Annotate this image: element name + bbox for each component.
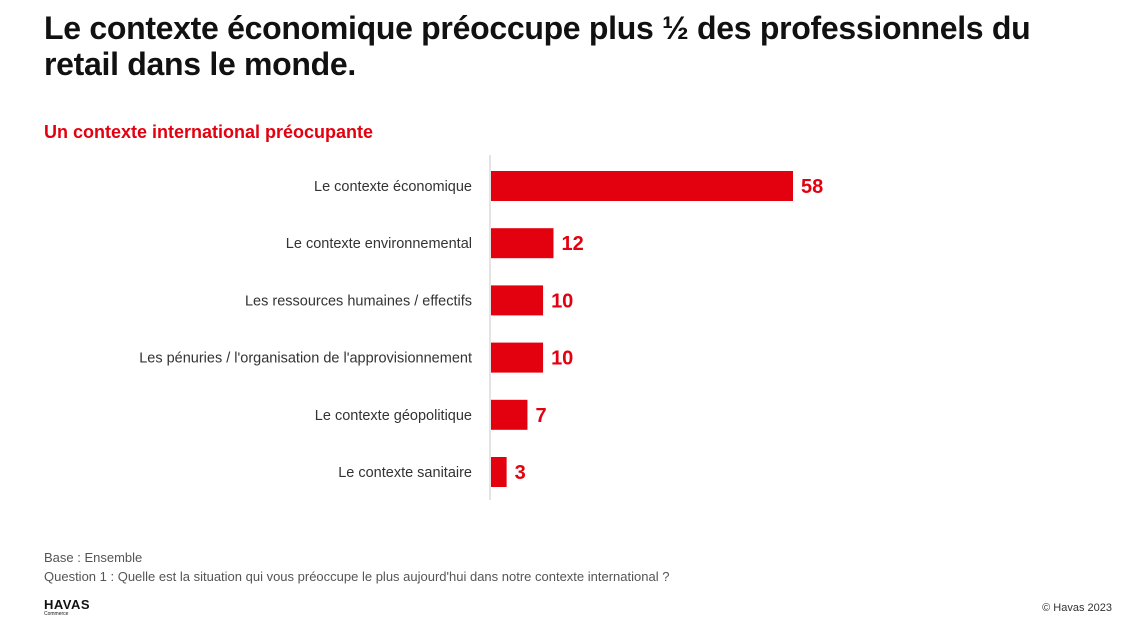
bar [491,171,793,201]
footnotes: Base : Ensemble Question 1 : Quelle est … [44,548,669,586]
brand-sub: Commerce [44,611,69,617]
havas-commerce-logo: HAVAS Commerce [44,598,90,617]
bar [491,285,544,316]
category-label: Le contexte sanitaire [338,465,472,481]
chart-title: Un contexte international préocupante [44,122,374,142]
category-label: Le contexte environnemental [286,236,472,252]
bar [491,457,507,487]
bar-chart: Le contexte économique 58 Le contexte envi… [139,155,823,500]
slide-title: Le contexte économique préoccupe plus ½ … [44,10,1031,82]
value-label: 7 [535,405,546,427]
value-label: 10 [551,348,573,370]
brand-name: HAVAS [44,597,91,612]
value-label: 12 [561,233,583,255]
question-note: Question 1 : Quelle est la situation qui… [44,569,670,584]
bar [491,228,554,259]
category-label: Les ressources humaines / effectifs [245,293,472,309]
value-label: 58 [801,176,823,198]
bar [491,342,544,373]
category-label: Le contexte géopolitique [315,408,472,424]
base-note: Base : Ensemble [44,550,143,565]
value-label: 3 [515,462,526,484]
category-label: Les pénuries / l'organisation de l'appro… [139,351,472,367]
copyright: © Havas 2023 [1042,602,1112,614]
bar [491,399,528,430]
category-label: Le contexte économique [314,179,472,195]
value-label: 10 [551,290,573,312]
